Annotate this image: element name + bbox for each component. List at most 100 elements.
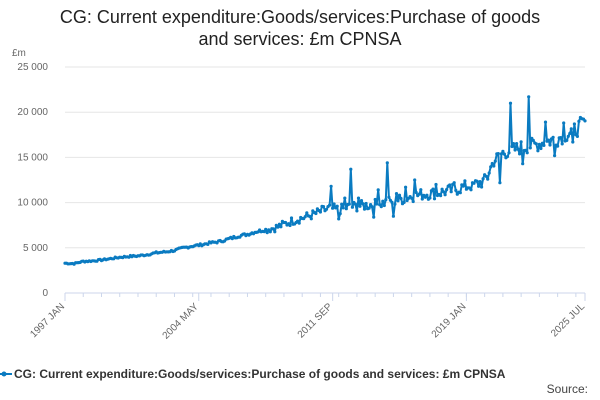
data-point[interactable] <box>411 199 415 204</box>
data-point[interactable] <box>501 149 505 153</box>
data-point[interactable] <box>524 148 528 152</box>
data-point[interactable] <box>387 195 391 199</box>
data-point[interactable] <box>548 143 552 147</box>
data-point[interactable] <box>431 187 435 191</box>
data-point[interactable] <box>337 217 341 221</box>
data-point[interactable] <box>432 197 437 201</box>
data-point[interactable] <box>335 204 339 208</box>
data-point[interactable] <box>481 177 485 181</box>
data-point[interactable] <box>525 151 529 155</box>
data-point[interactable] <box>510 144 514 149</box>
data-point[interactable] <box>439 194 443 198</box>
data-point[interactable] <box>536 149 540 153</box>
data-point[interactable] <box>309 217 313 221</box>
data-point[interactable] <box>328 203 332 207</box>
data-point[interactable] <box>539 146 543 151</box>
data-point[interactable] <box>410 196 414 200</box>
data-point[interactable] <box>273 230 277 234</box>
data-point[interactable] <box>343 196 347 200</box>
data-point[interactable] <box>390 200 394 204</box>
data-point[interactable] <box>384 198 388 202</box>
data-point[interactable] <box>499 152 503 156</box>
data-point[interactable] <box>480 185 484 189</box>
data-point[interactable] <box>458 191 462 195</box>
data-point[interactable] <box>393 202 397 206</box>
data-point[interactable] <box>571 140 575 144</box>
legend[interactable]: CG: Current expenditure:Goods/services:P… <box>0 366 600 382</box>
data-point[interactable] <box>478 180 482 184</box>
data-point[interactable] <box>489 165 493 169</box>
data-point[interactable] <box>359 199 364 203</box>
data-point[interactable] <box>404 185 408 189</box>
data-point[interactable] <box>566 134 570 138</box>
data-point[interactable] <box>417 192 421 196</box>
data-point[interactable] <box>469 188 473 192</box>
data-point[interactable] <box>288 223 292 228</box>
data-point[interactable] <box>507 151 511 155</box>
data-point[interactable] <box>475 179 479 183</box>
data-point[interactable] <box>262 230 266 234</box>
data-point[interactable] <box>521 162 525 166</box>
data-point[interactable] <box>528 146 532 150</box>
data-point[interactable] <box>321 205 326 209</box>
data-point[interactable] <box>516 147 520 151</box>
data-point[interactable] <box>434 182 438 187</box>
data-point[interactable] <box>373 197 377 202</box>
data-point[interactable] <box>324 207 329 211</box>
data-point[interactable] <box>279 225 283 229</box>
data-point[interactable] <box>490 161 494 166</box>
data-point[interactable] <box>428 196 432 200</box>
data-point[interactable] <box>518 152 522 156</box>
data-point[interactable] <box>397 193 402 197</box>
data-point[interactable] <box>340 202 344 206</box>
data-point[interactable] <box>331 206 335 210</box>
data-point[interactable] <box>551 135 555 139</box>
data-point[interactable] <box>372 215 376 219</box>
data-point[interactable] <box>268 230 272 234</box>
data-point[interactable] <box>414 190 418 195</box>
data-point[interactable] <box>477 184 481 188</box>
data-point[interactable] <box>308 214 312 218</box>
data-point[interactable] <box>577 119 581 123</box>
data-point[interactable] <box>305 211 309 215</box>
data-point[interactable] <box>519 140 523 144</box>
data-point[interactable] <box>443 193 447 197</box>
data-point[interactable] <box>382 203 386 208</box>
data-point[interactable] <box>511 142 516 146</box>
data-point[interactable] <box>349 167 353 171</box>
data-point[interactable] <box>350 205 354 209</box>
data-point[interactable] <box>356 196 361 200</box>
data-point[interactable] <box>440 187 444 191</box>
data-point[interactable] <box>546 138 551 142</box>
data-point[interactable] <box>413 178 417 182</box>
data-point[interactable] <box>448 183 452 187</box>
data-point[interactable] <box>461 184 465 188</box>
data-point[interactable] <box>553 154 557 158</box>
data-point[interactable] <box>419 188 423 192</box>
data-point[interactable] <box>303 215 307 219</box>
data-point[interactable] <box>361 202 365 206</box>
data-point[interactable] <box>318 210 322 214</box>
data-point[interactable] <box>353 202 357 206</box>
data-point[interactable] <box>493 159 497 163</box>
data-point[interactable] <box>370 205 374 209</box>
data-point[interactable] <box>572 122 577 126</box>
data-point[interactable] <box>502 152 506 156</box>
data-point[interactable] <box>341 206 345 210</box>
data-point[interactable] <box>394 192 399 196</box>
data-point[interactable] <box>486 177 490 181</box>
data-point[interactable] <box>402 200 406 204</box>
data-point[interactable] <box>531 138 535 142</box>
data-point[interactable] <box>283 220 288 225</box>
data-point[interactable] <box>264 227 268 231</box>
data-point[interactable] <box>527 95 531 99</box>
data-point[interactable] <box>297 221 301 225</box>
data-point[interactable] <box>364 201 368 206</box>
data-point[interactable] <box>492 164 496 168</box>
data-point[interactable] <box>484 174 488 178</box>
data-point[interactable] <box>472 181 476 185</box>
data-point[interactable] <box>560 142 564 146</box>
data-point[interactable] <box>463 179 467 183</box>
data-point[interactable] <box>362 207 367 211</box>
data-point[interactable] <box>515 142 519 146</box>
